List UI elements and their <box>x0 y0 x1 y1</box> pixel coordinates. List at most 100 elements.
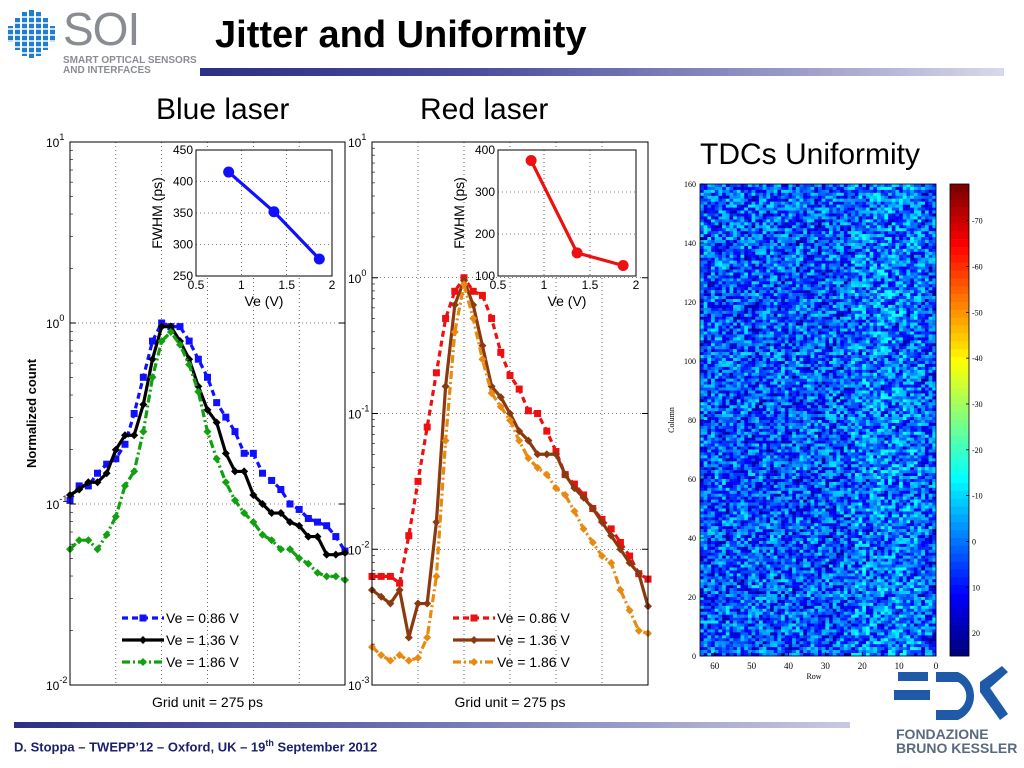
tdc-cell <box>865 219 870 223</box>
tdc-cell <box>865 195 870 199</box>
tdc-cell <box>873 251 878 255</box>
tdc-cell <box>917 213 922 217</box>
tdc-cell <box>736 278 741 282</box>
tdc-cell <box>718 222 723 226</box>
tdc-cell <box>803 290 808 294</box>
tdc-cell <box>865 237 870 241</box>
tdc-cell <box>803 189 808 194</box>
tdc-cell <box>913 222 918 226</box>
tdc-cell <box>832 372 837 376</box>
tdc-cell <box>917 363 922 368</box>
red-inset-frame <box>497 149 637 277</box>
tdc-cell <box>917 299 922 303</box>
tdc-cell <box>825 319 830 323</box>
tdc-cell <box>806 378 811 382</box>
tdc-cell <box>862 352 867 356</box>
tdc-cell <box>891 319 896 323</box>
tdc-cell <box>788 275 793 279</box>
tdc-cell <box>740 266 745 270</box>
tdc-cell <box>847 195 852 199</box>
tdc-cell <box>877 281 881 285</box>
tdc-cell <box>736 322 741 326</box>
tdc-cell <box>917 281 922 285</box>
tdc-cell <box>902 186 907 191</box>
tdc-cell <box>873 328 878 332</box>
tdc-cell <box>806 384 811 388</box>
tdc-cell <box>829 251 833 255</box>
tdc-cell <box>777 363 782 368</box>
tdc-cell <box>762 210 767 214</box>
tdc-cell <box>781 369 786 373</box>
tdc-cell <box>928 363 933 368</box>
tdc-cell <box>825 387 830 391</box>
tdc-cell <box>932 369 937 373</box>
tdc-cell <box>799 393 804 397</box>
tdc-cell <box>836 192 841 196</box>
tdc-cell <box>895 195 900 199</box>
tdc-cell <box>840 319 845 323</box>
tdc-cell <box>891 207 896 211</box>
tdc-cell <box>733 192 738 196</box>
tdc-cell <box>854 343 859 347</box>
tdc-cell <box>711 366 715 371</box>
tdc-cell <box>932 307 937 312</box>
tdc-cell <box>921 304 926 309</box>
tdc-cell <box>814 263 819 267</box>
tdc-cell <box>806 204 811 208</box>
tdc-cell <box>722 375 727 379</box>
tdc-cell <box>770 195 774 199</box>
tdc-cell <box>924 269 929 273</box>
tdc-cell <box>902 266 907 270</box>
tdc-cell <box>773 184 778 188</box>
tdc-cell <box>711 375 715 379</box>
tdc-cell <box>821 237 826 241</box>
tdc-cell <box>884 245 889 250</box>
blue-point <box>121 431 129 440</box>
tdc-cell <box>851 325 856 329</box>
tdc-cell <box>759 369 763 373</box>
tdc-cell <box>722 355 727 359</box>
tdc-cell <box>924 263 929 267</box>
tdc-cell <box>711 293 715 297</box>
tdc-cell <box>718 204 723 208</box>
tdc-cell <box>755 216 760 220</box>
red-inset-xtick: 2 <box>633 278 640 292</box>
tdc-cell <box>877 222 881 226</box>
tdc-cell <box>862 201 867 205</box>
tdc-cell <box>913 287 918 291</box>
tdc-cell <box>736 337 741 341</box>
tdc-cell <box>821 331 826 335</box>
tdc-cell <box>747 346 752 350</box>
tdc-cell <box>762 263 767 267</box>
tdc-cell <box>740 184 745 188</box>
tdc-cell <box>740 240 745 244</box>
tdc-cell <box>773 228 778 232</box>
tdc-cell <box>714 287 719 291</box>
tdc-cell <box>736 334 741 338</box>
tdc-cell <box>762 284 767 288</box>
tdc-cell <box>899 340 904 344</box>
tdc-cell <box>700 281 704 285</box>
blue-ytick-label: 101 <box>46 132 64 150</box>
tdc-cell <box>759 219 763 223</box>
tdc-cell <box>736 361 741 365</box>
tdc-cell <box>832 363 837 368</box>
tdc-cell <box>759 340 763 344</box>
tdc-cell <box>891 287 896 291</box>
tdc-cell <box>814 210 819 214</box>
tdc-cell <box>821 322 826 326</box>
tdc-cell <box>740 384 745 388</box>
tdc-cell <box>843 369 848 373</box>
tdc-cell <box>759 210 763 214</box>
tdc-cell <box>810 361 815 365</box>
tdc-cell <box>854 313 859 317</box>
tdc-cell <box>744 325 749 329</box>
tdc-cell <box>851 222 856 226</box>
tdc-cell <box>714 313 719 317</box>
tdc-cell <box>810 378 815 382</box>
tdc-cell <box>829 213 833 217</box>
tdc-cell <box>880 372 885 376</box>
tdc-cell <box>799 299 804 303</box>
tdc-cell <box>924 192 929 196</box>
tdc-cell <box>851 281 856 285</box>
